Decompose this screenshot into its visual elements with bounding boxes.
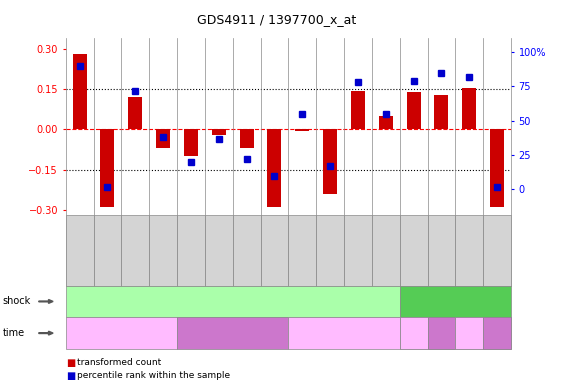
Text: GSM591743: GSM591743: [188, 230, 194, 271]
Text: ■: ■: [66, 371, 75, 381]
Bar: [351, 91, 365, 129]
Text: 3 h: 3 h: [408, 330, 419, 336]
Bar: [184, 129, 198, 156]
Text: GSM591749: GSM591749: [355, 230, 361, 271]
Text: 12 h: 12 h: [461, 330, 477, 336]
Text: 12 h: 12 h: [333, 328, 355, 338]
Bar: [490, 129, 504, 207]
Bar: [156, 129, 170, 148]
Text: GSM591740: GSM591740: [104, 230, 110, 271]
Text: 3 h: 3 h: [114, 328, 129, 338]
Bar: [295, 129, 309, 131]
Text: GSM591744: GSM591744: [216, 230, 222, 271]
Bar: [267, 129, 282, 207]
Text: GSM591742: GSM591742: [160, 230, 166, 271]
Bar: [407, 92, 421, 129]
Text: GSM591747: GSM591747: [299, 230, 305, 271]
Bar: [73, 55, 87, 129]
Text: GSM591750: GSM591750: [383, 230, 389, 271]
Text: 48 h: 48 h: [489, 330, 505, 336]
Text: ■: ■: [66, 358, 75, 368]
Bar: [100, 129, 114, 207]
Text: GSM591748: GSM591748: [327, 230, 333, 271]
Text: transformed count: transformed count: [77, 358, 162, 367]
Text: GSM591754: GSM591754: [494, 230, 500, 271]
Bar: [323, 129, 337, 194]
Text: control: control: [439, 296, 472, 306]
Bar: [212, 129, 226, 135]
Text: time: time: [3, 328, 25, 338]
Text: GSM591752: GSM591752: [439, 230, 444, 271]
Text: GDS4911 / 1397700_x_at: GDS4911 / 1397700_x_at: [198, 13, 356, 26]
Bar: [379, 116, 393, 129]
Text: 6 h: 6 h: [225, 328, 240, 338]
Text: GSM591741: GSM591741: [132, 230, 138, 271]
Bar: [463, 88, 476, 129]
Text: shock: shock: [3, 296, 31, 306]
Bar: [240, 129, 254, 148]
Text: GSM591739: GSM591739: [77, 231, 83, 270]
Text: percentile rank within the sample: percentile rank within the sample: [77, 371, 230, 380]
Text: GSM591746: GSM591746: [271, 230, 278, 271]
Text: GSM591753: GSM591753: [467, 230, 472, 271]
Text: 6 h: 6 h: [436, 330, 447, 336]
Text: GSM591745: GSM591745: [244, 230, 250, 271]
Text: 48 h: 48 h: [445, 328, 466, 338]
Bar: [128, 97, 142, 129]
Text: GSM591751: GSM591751: [411, 230, 417, 271]
Bar: [435, 94, 448, 129]
Text: traumatic brain injury: traumatic brain injury: [179, 296, 286, 306]
